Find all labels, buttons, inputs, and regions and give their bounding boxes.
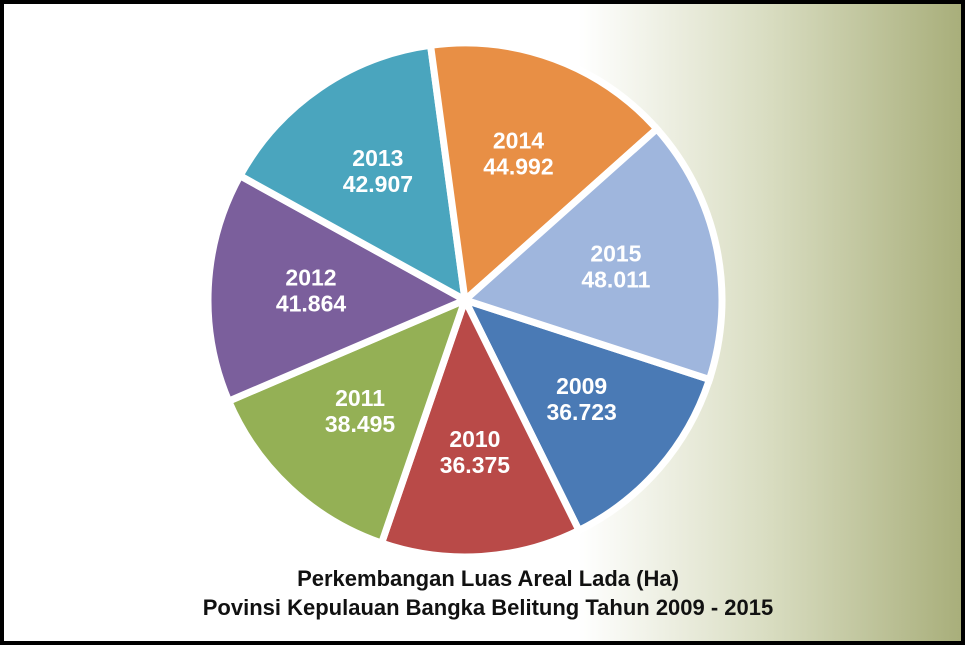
slice-category: 2012	[285, 264, 336, 290]
slice-category: 2011	[335, 385, 385, 411]
page: 200936.723 201036.375 201138.495 201241.864…	[0, 0, 965, 645]
slice-value-label: 41.864	[276, 290, 347, 316]
chart-subtitle: Povinsi Kepulauan Bangka Belitung Tahun …	[203, 595, 774, 620]
slice-value-label: 42.907	[343, 171, 413, 197]
slice-category: 2015	[590, 240, 641, 266]
slice-value-label: 48.011	[581, 266, 650, 292]
chart-title: Perkembangan Luas Areal Lada (Ha)	[297, 566, 679, 591]
slice-value-label: 36.723	[546, 399, 616, 425]
slice-category: 2010	[449, 426, 500, 452]
slice-value-label: 38.495	[325, 411, 396, 437]
slice-value-label: 36.375	[440, 452, 511, 478]
chart: 200936.723 201036.375 201138.495 201241.864…	[0, 0, 965, 645]
slice-category: 2009	[556, 373, 607, 399]
slice-category: 2013	[352, 145, 403, 171]
slice-value-label: 44.992	[483, 153, 553, 179]
slice-category: 2014	[493, 127, 544, 153]
